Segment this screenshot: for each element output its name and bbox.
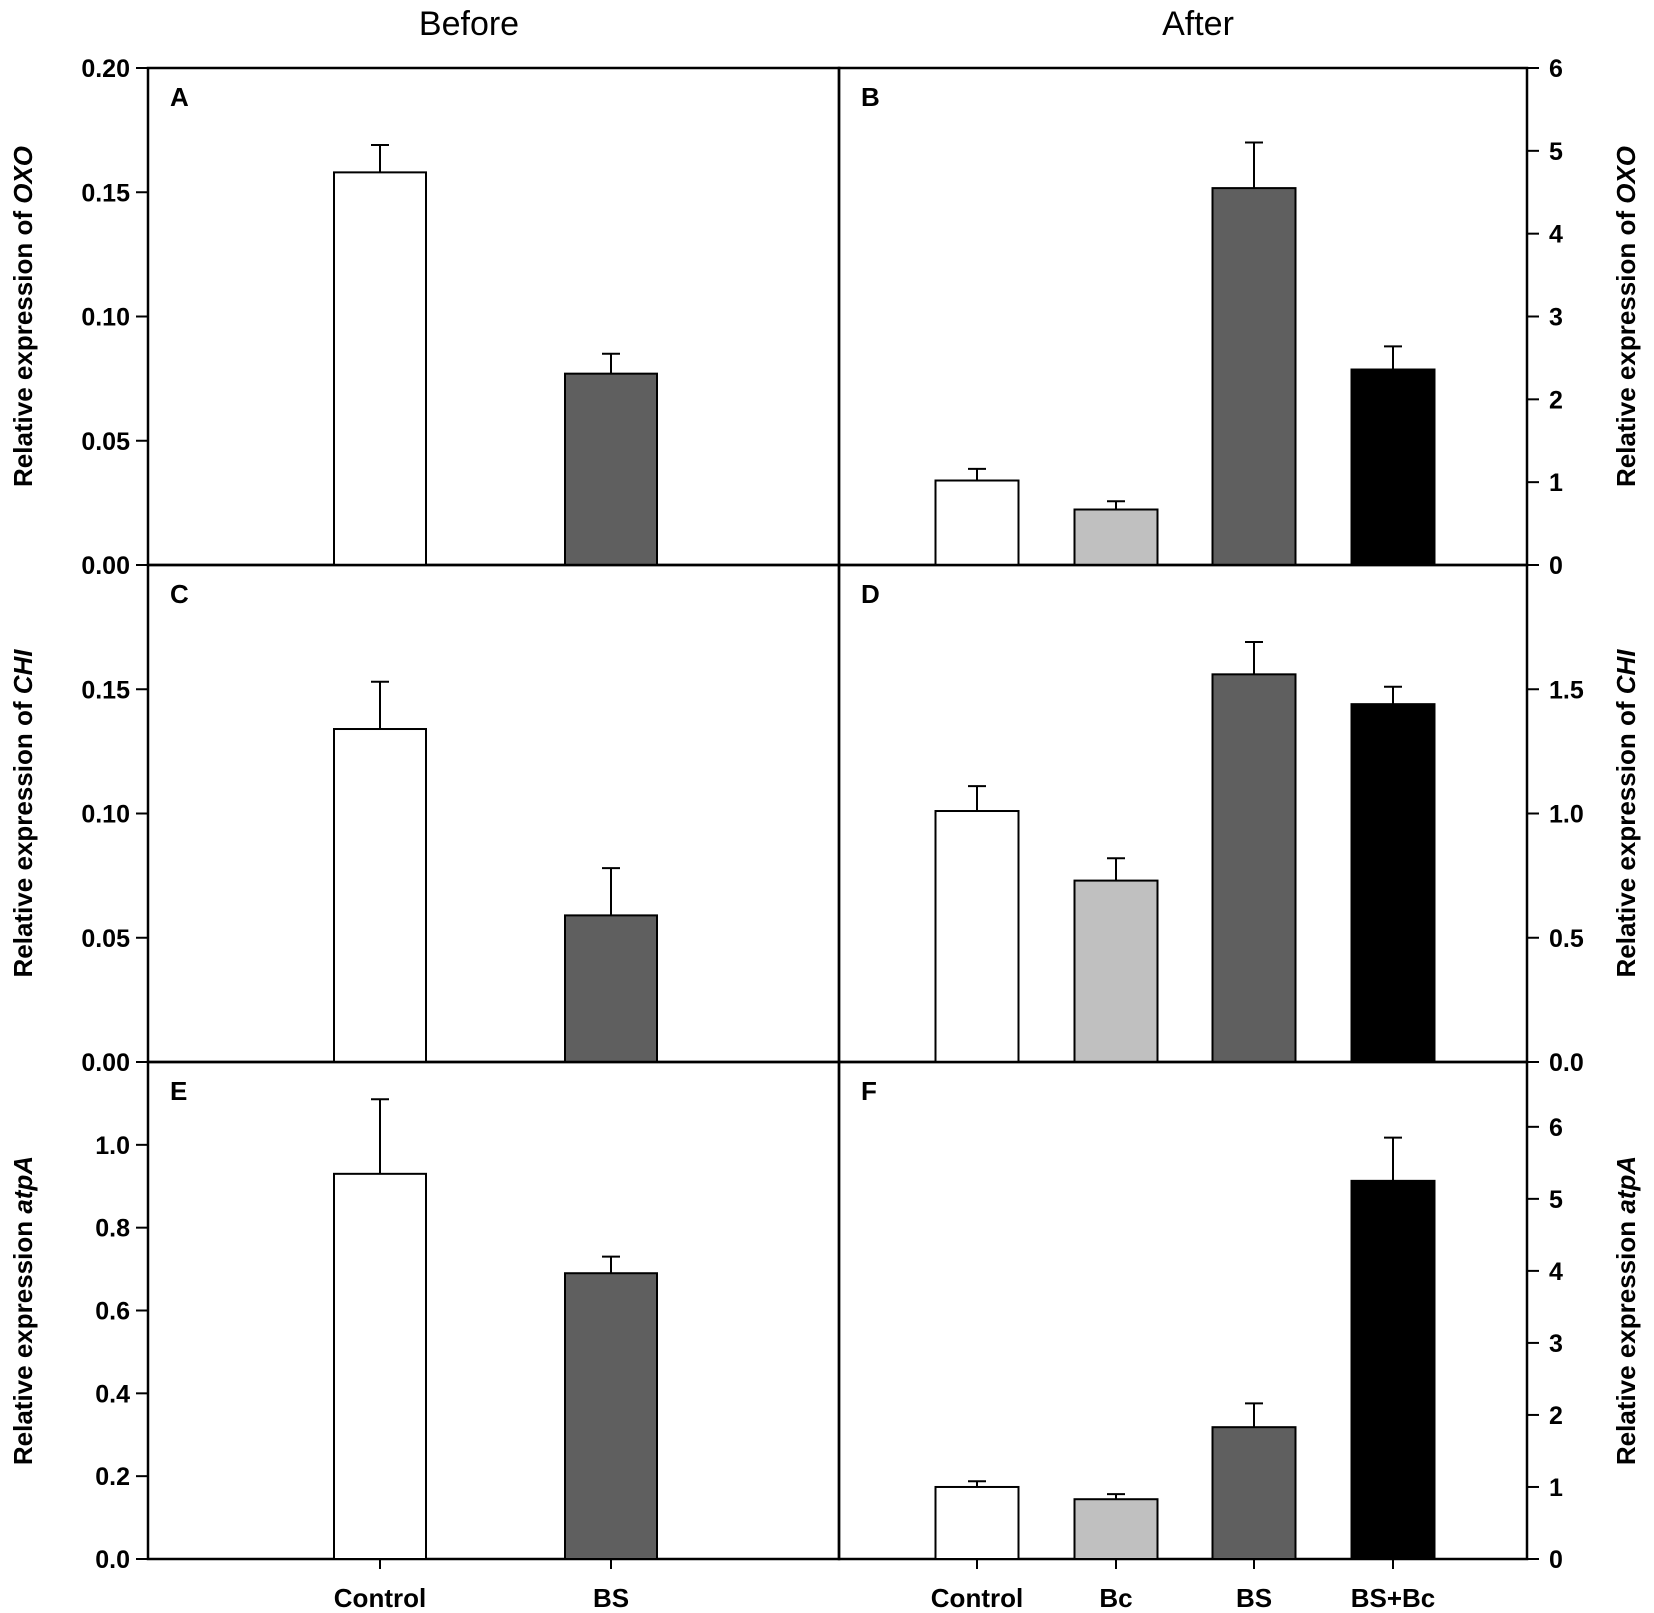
panel-b-ytick-label-2: 2	[1549, 386, 1563, 414]
panel-c-letter: C	[170, 579, 189, 609]
panel-c-bar-bs	[564, 914, 658, 1064]
panel-f-ytick-label-3: 3	[1549, 1330, 1563, 1358]
panel-e-frame	[146, 1060, 841, 1561]
panel-f-xtick-label-control: Control	[931, 1583, 1023, 1613]
panel-b-ylabel-text: Relative expression of	[1611, 204, 1641, 487]
panel-a-frame	[146, 66, 841, 567]
panel-e-ytick-label-4: 0.8	[95, 1215, 130, 1243]
panel-e-xtick-label-control: Control	[334, 1583, 426, 1613]
panel-b-ylabel: Relative expression of OXO	[1611, 146, 1641, 487]
panel-d-ytick-label-2: 1.0	[1549, 801, 1584, 829]
panel-a-ylabel-text: Relative expression of	[8, 204, 38, 487]
panel-c-ytick-label-3: 0.15	[81, 676, 130, 704]
panel-f-ytick-label-0: 0	[1549, 1546, 1563, 1574]
panel-d-ylabel-text: Relative expression of	[1611, 694, 1641, 977]
panel-d-bar-bs-bc	[1350, 703, 1436, 1063]
panel-a-ytick-label-4: 0.20	[81, 55, 130, 83]
panel-d-ytick-label-3: 1.5	[1549, 676, 1584, 704]
panel-f-letter: F	[861, 1076, 877, 1106]
panel-e-ylabel-gene: atpA	[8, 1156, 38, 1214]
panel-b-ytick-label-0: 0	[1549, 552, 1563, 580]
column-title-after: After	[1162, 5, 1234, 43]
panel-a-ytick-label-0: 0.00	[81, 552, 130, 580]
panel-a-ylabel-gene: OXO	[8, 146, 38, 204]
panel-b-ytick-label-1: 1	[1549, 469, 1563, 497]
panel-f-ytick-label-5: 5	[1549, 1186, 1563, 1214]
panel-e-ylabel: Relative expression atpA	[8, 1156, 38, 1465]
panel-d-ytick-label-0: 0.0	[1549, 1049, 1584, 1077]
panel-d-bar-bc	[1073, 879, 1159, 1063]
panel-d-letter: D	[861, 579, 880, 609]
panel-f-ytick-label-4: 4	[1549, 1258, 1563, 1286]
panel-f-ytick-label-6: 6	[1549, 1114, 1563, 1142]
panel-e-xtick-label-bs: BS	[593, 1583, 629, 1613]
panel-c-frame	[146, 563, 841, 1064]
column-title-before: Before	[419, 5, 519, 43]
panel-d-ylabel: Relative expression of CHI	[1611, 649, 1641, 978]
panel-e-ylabel-text: Relative expression	[8, 1214, 38, 1465]
panel-b-bar-bs-bc	[1350, 368, 1436, 566]
panel-f-ytick-label-1: 1	[1549, 1474, 1563, 1502]
panel-f-bar-bs	[1211, 1426, 1297, 1561]
panel-f-ytick-label-2: 2	[1549, 1402, 1563, 1430]
panel-d-ylabel-gene: CHI	[1611, 649, 1641, 695]
panel-d-bar-control	[934, 810, 1020, 1064]
panel-c-ylabel: Relative expression of CHI	[8, 649, 38, 978]
panel-c-ytick-label-2: 0.10	[81, 801, 130, 829]
panel-b-bar-bc	[1073, 508, 1159, 567]
panel-a-ylabel: Relative expression of OXO	[8, 146, 38, 487]
panel-f-xtick-label-bs: BS	[1236, 1583, 1272, 1613]
panel-f-bar-bc	[1073, 1498, 1159, 1560]
panel-b-ytick-label-4: 4	[1549, 221, 1563, 249]
panel-a-ytick-label-1: 0.05	[81, 428, 130, 456]
panel-b-ylabel-gene: OXO	[1611, 146, 1641, 204]
panel-e-bar-control	[333, 1172, 427, 1560]
panel-f-xtick-label-bs-bc: BS+Bc	[1351, 1583, 1436, 1613]
panel-a-bar-control	[333, 171, 427, 566]
panel-e-ytick-label-1: 0.2	[95, 1463, 130, 1491]
panel-e-ytick-label-0: 0.0	[95, 1546, 130, 1574]
panel-b-ytick-label-6: 6	[1549, 55, 1563, 83]
panel-b-ytick-label-5: 5	[1549, 138, 1563, 166]
panel-b-ytick-label-3: 3	[1549, 304, 1563, 332]
panel-a-ytick-label-2: 0.10	[81, 304, 130, 332]
panel-a-ytick-label-3: 0.15	[81, 179, 130, 207]
panel-c-bar-control	[333, 728, 427, 1063]
panel-a-bar-bs	[564, 372, 658, 566]
panel-b-bar-control	[934, 479, 1020, 567]
panel-b-bar-bs	[1211, 187, 1297, 566]
panel-e-ytick-label-3: 0.6	[95, 1298, 130, 1326]
panel-e-ytick-label-5: 1.0	[95, 1132, 130, 1160]
panel-d-bar-bs	[1211, 673, 1297, 1064]
panel-f-ylabel-gene: atpA	[1611, 1156, 1641, 1214]
panel-f-ylabel-text: Relative expression	[1611, 1214, 1641, 1465]
panel-f-ylabel: Relative expression atpA	[1611, 1156, 1641, 1465]
panel-e-ytick-label-2: 0.4	[95, 1380, 130, 1408]
panel-f-xtick-label-bc: Bc	[1099, 1583, 1132, 1613]
panel-e-bar-bs	[564, 1272, 658, 1560]
panel-f-bar-control	[934, 1485, 1020, 1561]
panel-f-bar-bs-bc	[1350, 1179, 1436, 1560]
panel-d-ytick-label-1: 0.5	[1549, 925, 1584, 953]
panel-f-frame	[837, 1060, 1529, 1561]
panel-c-ytick-label-1: 0.05	[81, 925, 130, 953]
panel-a-letter: A	[170, 82, 189, 112]
panel-b-letter: B	[861, 82, 880, 112]
panel-e-letter: E	[170, 1076, 187, 1106]
panel-c-ylabel-gene: CHI	[8, 649, 38, 695]
panel-c-ylabel-text: Relative expression of	[8, 694, 38, 977]
panel-c-ytick-label-0: 0.00	[81, 1049, 130, 1077]
